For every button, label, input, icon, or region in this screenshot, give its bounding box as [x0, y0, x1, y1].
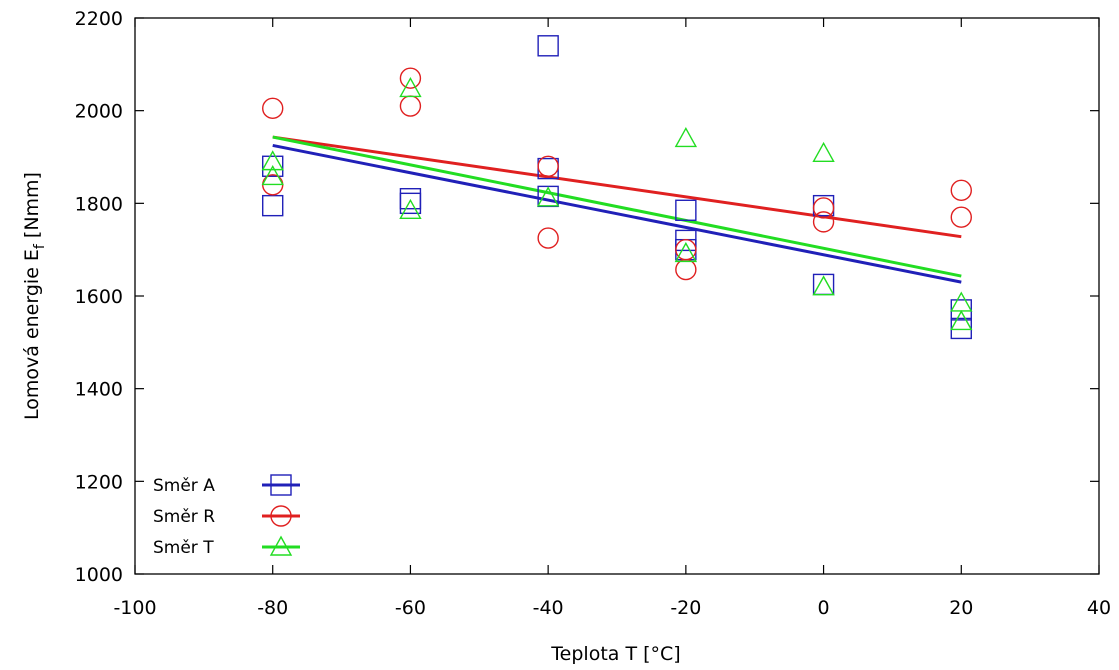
y-tick-label: 2000	[75, 101, 123, 123]
x-tick-label: 40	[1087, 597, 1111, 619]
x-tick-label: -60	[395, 597, 426, 619]
data-point	[537, 185, 559, 208]
y-axis-ticks: 1000 1200 1400 1600 1800 2000 2200	[75, 8, 1099, 586]
data-point	[812, 275, 835, 296]
data-point	[399, 187, 422, 210]
x-axis-ticks: -100 -80 -60 -40 -20 0 20 40	[113, 18, 1111, 619]
data-point	[262, 194, 284, 217]
data-point	[537, 155, 559, 177]
legend-marker	[269, 535, 293, 556]
data-point	[399, 67, 422, 89]
legend-label: Směr A	[153, 476, 215, 496]
legend-label: Směr T	[153, 538, 214, 558]
data-point	[675, 199, 697, 221]
data-point	[950, 310, 973, 331]
y-tick-label: 2200	[75, 8, 123, 30]
data-point	[261, 150, 284, 171]
fit-line	[272, 135, 962, 239]
data-point	[950, 206, 972, 228]
y-axis-title-unit: [Nmm]	[21, 172, 43, 244]
legend-label: Směr R	[153, 507, 215, 527]
y-tick-label: 1000	[75, 564, 123, 586]
data-point	[537, 227, 559, 249]
data-point	[950, 299, 972, 321]
data-point	[675, 258, 697, 281]
data-point	[399, 192, 422, 215]
x-tick-label: -20	[670, 597, 701, 619]
legend-marker	[270, 505, 292, 527]
data-point	[675, 229, 697, 252]
x-tick-label: 0	[818, 597, 830, 619]
fit-line	[272, 135, 962, 278]
y-tick-label: 1200	[75, 471, 123, 493]
data-point	[261, 165, 284, 186]
data-point	[536, 186, 560, 207]
y-tick-label: 1600	[75, 286, 123, 308]
legend-marker	[270, 474, 292, 496]
x-axis-title: Teplota T [°C]	[550, 643, 680, 665]
data-point	[262, 155, 284, 177]
y-tick-label: 1800	[75, 193, 123, 215]
x-tick-label: -100	[113, 597, 156, 619]
regression-lines	[272, 135, 962, 284]
y-tick-label: 1400	[75, 379, 123, 401]
fit-line	[272, 143, 962, 284]
data-point	[537, 35, 559, 57]
data-point	[399, 95, 422, 117]
data-points	[261, 35, 973, 340]
data-point	[812, 211, 835, 233]
data-point	[674, 127, 698, 148]
data-point	[812, 197, 835, 219]
legend: Směr A Směr R Směr T	[153, 474, 300, 558]
data-point	[262, 97, 284, 120]
y-axis-title-main: Lomová energie E	[21, 249, 43, 420]
data-point	[399, 198, 422, 219]
y-axis-title-subscript: f	[32, 243, 48, 249]
x-tick-label: 20	[949, 597, 973, 619]
data-point	[399, 76, 422, 98]
x-tick-label: -40	[533, 597, 564, 619]
data-point	[950, 291, 973, 312]
data-point	[950, 317, 972, 340]
data-point	[812, 141, 835, 162]
data-point	[950, 179, 972, 202]
data-point	[674, 241, 698, 263]
x-tick-label: -80	[257, 597, 288, 619]
y-axis-title: Lomová energie Ef [Nmm]	[21, 172, 48, 420]
